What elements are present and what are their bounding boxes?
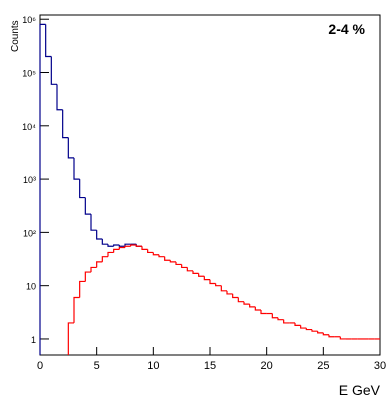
frame xyxy=(39,14,381,356)
x-tick-label: 30 xyxy=(374,360,386,372)
histogram-bin xyxy=(243,301,250,305)
histogram-bin xyxy=(90,266,97,273)
y-tick-label: 10⁶ xyxy=(22,15,36,25)
histogram-bin xyxy=(118,246,125,250)
histogram-bin xyxy=(317,331,324,334)
histogram-bin xyxy=(79,280,86,298)
histogram-bin xyxy=(67,137,74,159)
y-tick-label: 10 xyxy=(26,282,36,292)
x-tick-label: 0 xyxy=(37,360,43,372)
y-axis-label: Counts xyxy=(10,20,21,52)
histogram-bin xyxy=(56,84,63,111)
annotation: 2-4 % xyxy=(328,21,365,37)
x-tick-label: 5 xyxy=(94,360,100,372)
y-tick-label: 10⁴ xyxy=(22,122,36,132)
histogram-bin xyxy=(113,248,120,253)
x-tick-label: 10 xyxy=(147,360,159,372)
histogram-bin xyxy=(141,246,148,250)
histogram-bin xyxy=(84,197,91,215)
histogram-bin xyxy=(328,334,335,338)
histogram-bin xyxy=(209,279,216,285)
x-tick-label: 25 xyxy=(317,360,329,372)
histogram-bin xyxy=(203,276,210,281)
histogram-bin xyxy=(107,251,114,257)
histogram-bin xyxy=(226,290,233,295)
histogram-bin xyxy=(73,296,80,323)
histogram-bin xyxy=(67,322,74,355)
y-tick-label: 10² xyxy=(23,228,36,238)
histogram-bin xyxy=(158,254,165,258)
histogram-bin xyxy=(101,239,108,245)
histogram-bin xyxy=(181,264,188,269)
histogram-bin xyxy=(311,329,318,332)
histogram-bin xyxy=(220,285,227,292)
histogram-bin xyxy=(271,313,278,319)
histogram-bin xyxy=(294,322,301,326)
histogram-bin xyxy=(147,249,154,254)
histogram-bin xyxy=(277,317,284,321)
histogram-bin xyxy=(50,56,57,85)
histogram-bin xyxy=(84,271,91,282)
histogram-bin xyxy=(237,297,244,303)
y-tick-label: 10³ xyxy=(23,175,36,185)
x-tick-label: 15 xyxy=(204,360,216,372)
histogram-bin xyxy=(45,24,52,58)
histogram-bin xyxy=(192,270,199,274)
histogram-bin xyxy=(339,336,346,340)
histogram-bin xyxy=(232,293,239,299)
histogram-bin xyxy=(90,214,97,231)
histogram-bin xyxy=(152,252,159,256)
histogram-bin xyxy=(254,306,261,311)
histogram-bin xyxy=(249,304,256,308)
histogram-bin xyxy=(124,245,131,248)
histogram-bin xyxy=(175,261,182,266)
x-tick-label: 20 xyxy=(261,360,273,372)
histogram-bin xyxy=(62,109,69,139)
histogram-bin xyxy=(73,157,80,180)
histogram-bin xyxy=(169,260,176,263)
histogram-bin xyxy=(198,273,205,277)
histogram-bin xyxy=(107,244,114,247)
histogram-bin xyxy=(96,230,103,240)
histogram-bin xyxy=(164,256,171,261)
histogram-bin xyxy=(305,328,312,331)
histogram-bin xyxy=(283,319,290,324)
histogram-bin xyxy=(124,243,131,247)
histogram-bin xyxy=(322,332,329,336)
x-axis-label: E GeV xyxy=(339,382,381,398)
histogram-bin xyxy=(118,244,125,247)
y-tick-label: 10⁵ xyxy=(22,69,36,79)
histogram-bin xyxy=(101,256,108,262)
histogram-bin xyxy=(79,179,86,199)
histogram-bin xyxy=(39,23,46,355)
histogram-bin xyxy=(260,309,267,315)
histogram-bin xyxy=(215,283,222,287)
histogram-bin xyxy=(130,244,137,247)
histogram-bin xyxy=(135,244,142,247)
histogram-bin xyxy=(96,261,103,268)
histogram-bin xyxy=(113,244,120,247)
y-tick-label: 1 xyxy=(31,335,36,345)
histogram-bin xyxy=(186,267,193,272)
histogram-bin xyxy=(300,325,307,329)
